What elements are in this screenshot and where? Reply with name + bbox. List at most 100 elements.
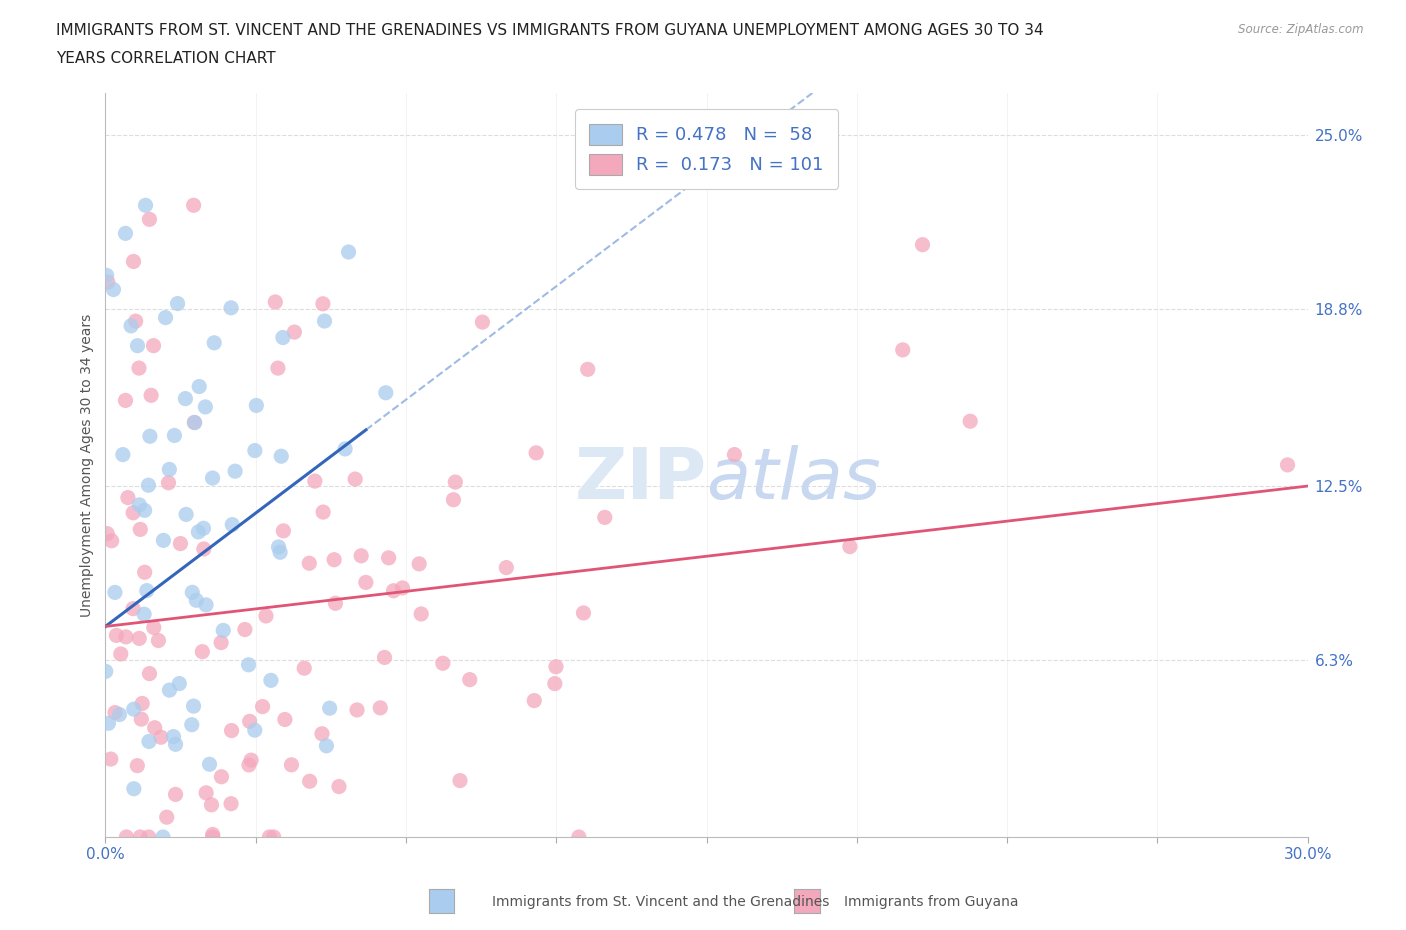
- Point: [200, 797, 222, 812]
- Point: [108, 707, 131, 722]
- Text: Source: ZipAtlas.com: Source: ZipAtlas.com: [1239, 23, 1364, 36]
- Point: [134, 606, 156, 621]
- Point: [201, 471, 224, 485]
- Point: [194, 400, 217, 415]
- Point: [911, 237, 934, 252]
- Point: [100, 751, 122, 766]
- Point: [195, 786, 218, 801]
- Point: [124, 313, 146, 328]
- Point: [259, 830, 281, 844]
- Point: [169, 676, 191, 691]
- Point: [238, 758, 260, 773]
- Point: [377, 551, 399, 565]
- Point: [97, 274, 120, 289]
- Point: [260, 673, 283, 688]
- Point: [134, 565, 156, 579]
- Point: [186, 592, 208, 607]
- Point: [333, 442, 356, 457]
- Point: [264, 295, 287, 310]
- Point: [138, 830, 160, 844]
- Text: IMMIGRANTS FROM ST. VINCENT AND THE GRENADINES VS IMMIGRANTS FROM GUYANA UNEMPLO: IMMIGRANTS FROM ST. VINCENT AND THE GREN…: [56, 23, 1043, 38]
- Point: [267, 539, 290, 554]
- Point: [122, 781, 145, 796]
- Point: [104, 585, 127, 600]
- Point: [544, 676, 567, 691]
- Point: [280, 757, 302, 772]
- Point: [267, 361, 290, 376]
- Point: [221, 724, 243, 738]
- Point: [576, 362, 599, 377]
- Point: [129, 830, 152, 844]
- Point: [959, 414, 981, 429]
- Point: [115, 830, 138, 844]
- Point: [114, 226, 136, 241]
- Point: [238, 658, 260, 672]
- Point: [148, 633, 170, 648]
- Point: [891, 342, 914, 357]
- Point: [443, 492, 465, 507]
- Point: [239, 714, 262, 729]
- Point: [122, 702, 145, 717]
- Point: [221, 517, 243, 532]
- Point: [202, 336, 225, 351]
- Point: [304, 473, 326, 488]
- Point: [166, 296, 188, 311]
- Text: Immigrants from Guyana: Immigrants from Guyana: [844, 895, 1018, 910]
- Point: [152, 830, 174, 844]
- Point: [593, 510, 616, 525]
- Point: [252, 699, 274, 714]
- Point: [298, 774, 321, 789]
- Point: [271, 330, 294, 345]
- Point: [122, 254, 145, 269]
- Point: [138, 666, 160, 681]
- Point: [432, 656, 454, 671]
- Point: [183, 698, 205, 713]
- Point: [337, 245, 360, 259]
- Point: [131, 711, 153, 726]
- Point: [128, 631, 150, 645]
- Point: [243, 443, 266, 458]
- Point: [142, 620, 165, 635]
- Text: ZIP: ZIP: [574, 445, 707, 514]
- Point: [155, 311, 177, 325]
- Text: atlas: atlas: [707, 445, 882, 514]
- Point: [283, 325, 305, 339]
- Point: [408, 556, 430, 571]
- Point: [188, 379, 211, 394]
- Point: [142, 339, 165, 353]
- Legend: R = 0.478   N =  58, R =  0.173   N = 101: R = 0.478 N = 58, R = 0.173 N = 101: [575, 110, 838, 189]
- Point: [838, 539, 860, 554]
- Point: [568, 830, 591, 844]
- Point: [152, 533, 174, 548]
- Point: [243, 723, 266, 737]
- Point: [96, 526, 118, 541]
- Point: [135, 583, 157, 598]
- Point: [350, 549, 373, 564]
- Point: [495, 560, 517, 575]
- Point: [212, 623, 235, 638]
- Point: [174, 507, 197, 522]
- Point: [111, 447, 134, 462]
- Point: [273, 524, 295, 538]
- Point: [224, 464, 246, 479]
- Point: [117, 490, 139, 505]
- Point: [187, 525, 209, 539]
- Point: [201, 827, 224, 842]
- Point: [318, 700, 340, 715]
- Point: [292, 661, 315, 676]
- Point: [180, 717, 202, 732]
- Point: [183, 415, 205, 430]
- Point: [165, 787, 187, 802]
- Point: [127, 339, 149, 353]
- Point: [391, 580, 413, 595]
- Point: [110, 646, 132, 661]
- Point: [374, 385, 396, 400]
- Point: [449, 773, 471, 788]
- Point: [444, 474, 467, 489]
- Point: [139, 388, 162, 403]
- Point: [157, 475, 180, 490]
- Point: [315, 738, 337, 753]
- Point: [105, 628, 128, 643]
- Point: [174, 392, 197, 406]
- Point: [254, 608, 277, 623]
